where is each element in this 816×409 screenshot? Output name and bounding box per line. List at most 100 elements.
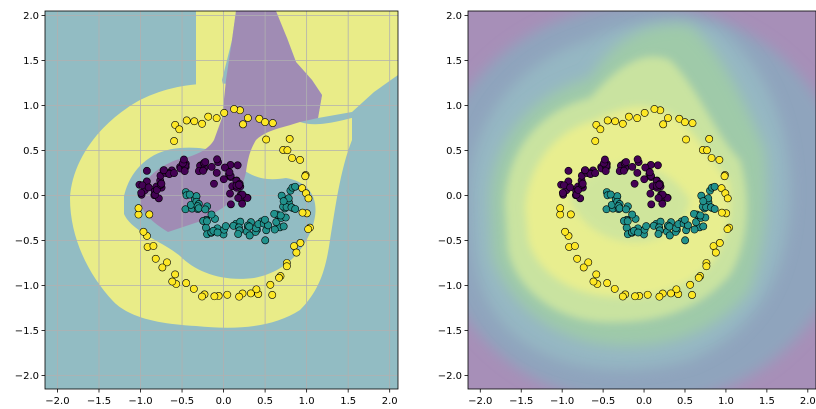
left-decision-regions: [45, 11, 398, 389]
y-tick-label: −2.0: [438, 371, 462, 382]
scatter-point-class-1: [194, 204, 203, 213]
y-tick-label: −1.0: [438, 281, 462, 292]
scatter-point-class-1: [207, 210, 216, 219]
scatter-point-class-2: [682, 135, 690, 144]
scatter-point-class-1: [710, 182, 719, 191]
scatter-point-class-2: [190, 117, 199, 126]
scatter-point-class-1: [606, 190, 615, 199]
scatter-point-class-2: [633, 114, 642, 123]
scatter-point-class-2: [282, 262, 291, 271]
scatter-point-class-2: [223, 290, 232, 299]
scatter-point-class-2: [573, 254, 582, 263]
scatter-point-class-2: [252, 285, 261, 294]
scatter-point-class-2: [301, 172, 310, 181]
scatter-point-class-1: [291, 205, 300, 213]
scatter-point-class-1: [213, 228, 222, 237]
right-plot-area: −2.0 −1.5 −1.0 −0.5 0.0 0.5 1.0 1.5 2.0 −2.0 −1.5 −…: [438, 10, 816, 407]
scatter-point-class-0: [226, 189, 234, 198]
scatter-point-class-2: [618, 292, 627, 301]
scatter-point-class-1: [699, 222, 708, 231]
scatter-point-class-0: [630, 179, 639, 188]
y-tick-label: 1.0: [446, 101, 462, 112]
scatter-point-class-0: [180, 167, 189, 176]
x-tick-label: −1.0: [128, 396, 152, 407]
scatter-point-class-2: [675, 114, 684, 123]
right-scatter-points: [556, 105, 734, 301]
scatter-point-class-2: [650, 105, 659, 113]
scatter-point-class-2: [304, 225, 313, 234]
scatter-point-class-2: [591, 137, 600, 145]
scatter-point-class-2: [688, 119, 697, 127]
scatter-point-class-0: [234, 194, 243, 202]
scatter-point-class-0: [143, 166, 151, 175]
scatter-point-class-0: [640, 175, 649, 184]
scatter-point-class-1: [201, 205, 210, 214]
scatter-point-class-0: [591, 169, 600, 177]
x-tick-label: 1.5: [759, 396, 775, 407]
scatter-point-class-0: [628, 162, 637, 171]
y-tick-label: 2.0: [446, 11, 462, 22]
scatter-point-class-2: [182, 116, 191, 125]
scatter-point-class-1: [690, 225, 699, 234]
scatter-point-class-2: [672, 285, 681, 294]
x-tick-label: −0.5: [170, 396, 194, 407]
scatter-point-class-2: [717, 208, 726, 217]
scatter-point-class-0: [633, 155, 642, 164]
scatter-point-class-0: [225, 168, 234, 177]
x-tick-label: −1.0: [550, 396, 574, 407]
scatter-point-class-0: [601, 155, 609, 164]
scatter-point-class-1: [270, 209, 279, 218]
scatter-point-class-2: [189, 284, 198, 293]
scatter-point-class-2: [561, 227, 569, 236]
scatter-point-class-0: [658, 199, 667, 208]
scatter-point-class-2: [158, 263, 167, 272]
scatter-point-class-2: [686, 280, 695, 289]
scatter-point-class-2: [204, 112, 213, 121]
scatter-point-class-2: [589, 277, 598, 286]
y-tick-label: −0.5: [438, 236, 462, 247]
scatter-point-class-0: [633, 168, 642, 177]
scatter-point-class-2: [723, 225, 732, 234]
scatter-point-class-1: [681, 236, 690, 245]
scatter-point-class-2: [266, 280, 275, 289]
scatter-point-class-1: [272, 218, 281, 226]
scatter-point-class-2: [631, 292, 639, 301]
scatter-point-class-1: [261, 215, 269, 224]
scatter-point-class-1: [245, 222, 254, 231]
x-tick-label: 0.5: [677, 396, 693, 407]
x-tick-label: 0.0: [216, 396, 232, 407]
scatter-point-class-0: [227, 200, 235, 209]
scatter-point-class-1: [665, 231, 674, 240]
scatter-point-class-2: [556, 204, 565, 213]
scatter-point-class-0: [201, 158, 210, 166]
scatter-point-class-1: [279, 197, 288, 206]
scatter-point-class-1: [615, 204, 624, 213]
scatter-point-class-1: [634, 228, 643, 237]
scatter-point-class-2: [715, 155, 724, 164]
scatter-point-class-2: [596, 125, 605, 134]
scatter-point-class-0: [235, 180, 243, 189]
scatter-point-class-2: [168, 277, 177, 286]
scatter-point-class-0: [210, 179, 218, 188]
scatter-point-class-2: [566, 210, 575, 219]
scatter-point-class-2: [151, 254, 160, 263]
x-tick-label: 1.0: [718, 396, 734, 407]
scatter-point-class-1: [710, 205, 719, 213]
scatter-point-class-1: [665, 222, 674, 231]
y-tick-label: −1.5: [438, 326, 462, 337]
scatter-point-class-2: [640, 108, 649, 117]
scatter-point-class-2: [667, 289, 675, 298]
scatter-point-class-2: [705, 135, 714, 143]
scatter-point-class-2: [618, 119, 627, 128]
scatter-point-class-2: [603, 279, 612, 287]
scatter-point-class-1: [203, 217, 211, 226]
scatter-point-class-2: [255, 114, 264, 123]
scatter-point-class-0: [654, 161, 662, 170]
scatter-point-class-2: [243, 114, 252, 122]
scatter-point-class-0: [157, 179, 166, 188]
scatter-point-class-2: [723, 194, 732, 203]
scatter-point-class-1: [291, 182, 300, 191]
scatter-point-class-2: [198, 119, 206, 128]
scatter-point-class-1: [692, 218, 700, 226]
scatter-point-class-0: [647, 200, 656, 209]
